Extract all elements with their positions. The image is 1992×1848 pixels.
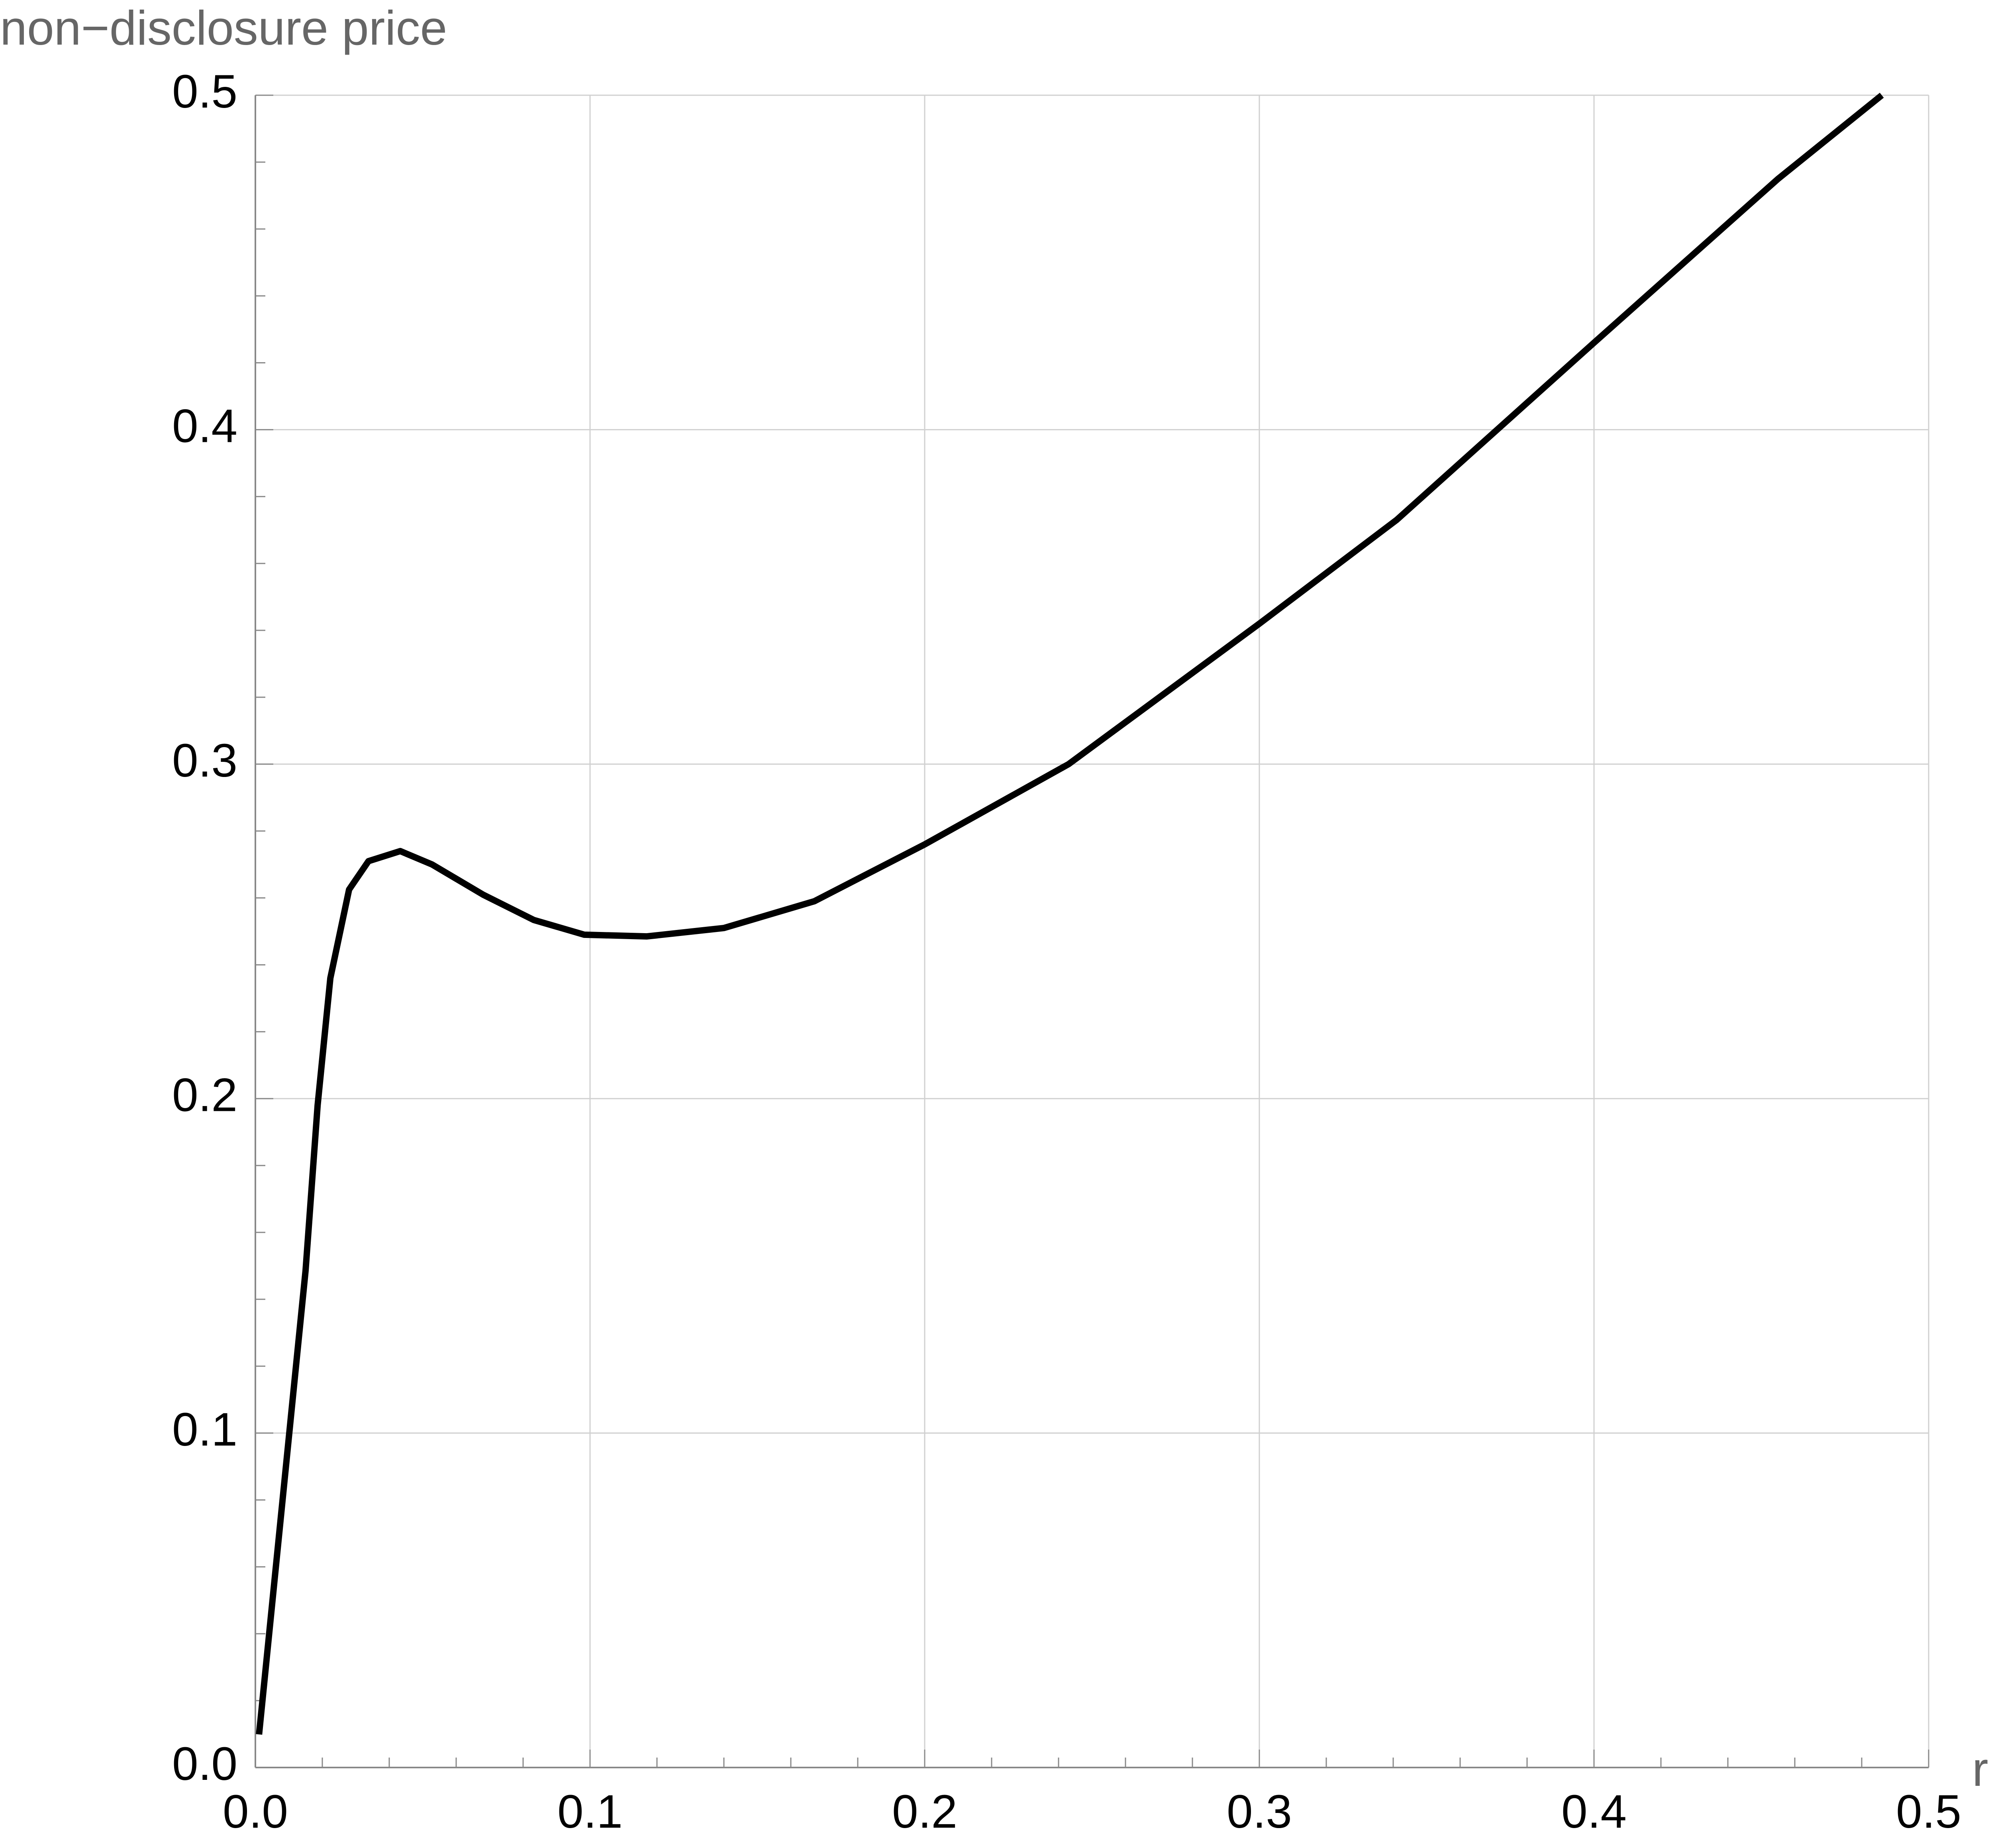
- y-tick-label: 0.2: [172, 1069, 237, 1121]
- y-tick-label: 0.1: [172, 1403, 237, 1456]
- x-tick-label: 0.0: [223, 1785, 288, 1838]
- y-tick-label: 0.4: [172, 400, 237, 453]
- x-tick-label: 0.1: [557, 1785, 623, 1838]
- y-tick-label: 0.5: [172, 65, 237, 118]
- x-tick-label: 0.4: [1561, 1785, 1627, 1838]
- line: [256, 92, 1884, 1735]
- y-tick-label: 0.0: [172, 1738, 237, 1790]
- x-tick-label: 0.2: [892, 1785, 957, 1838]
- x-tick-label: 0.5: [1896, 1785, 1961, 1838]
- x-axis-label: r: [1972, 1742, 1988, 1796]
- x-tick-label: 0.3: [1227, 1785, 1292, 1838]
- y-tick-label: 0.3: [172, 734, 237, 787]
- y-axis-label: non−disclosure price: [0, 1, 447, 55]
